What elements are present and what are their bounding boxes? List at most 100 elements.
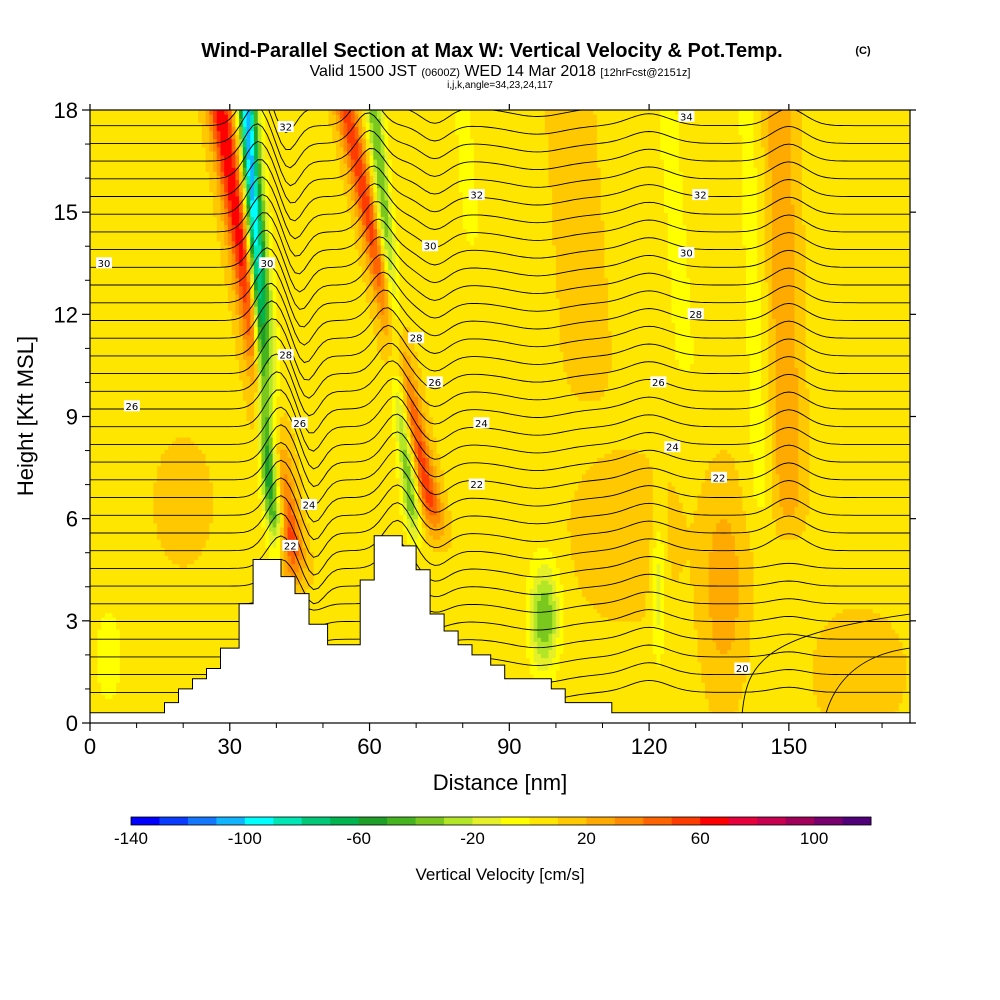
velocity-cell [768, 134, 792, 140]
velocity-cell [712, 543, 736, 548]
velocity-cell [227, 118, 233, 123]
velocity-cell [384, 257, 389, 262]
velocity-cell [380, 126, 386, 132]
velocity-cell [343, 154, 348, 160]
velocity-cell [801, 183, 910, 189]
velocity-cell [764, 159, 769, 164]
velocity-cell [891, 624, 910, 630]
velocity-cell [90, 257, 222, 262]
velocity-cell [261, 347, 270, 352]
velocity-cell [391, 326, 404, 332]
velocity-cell [757, 257, 766, 262]
velocity-cell [377, 347, 393, 352]
velocity-cell [555, 293, 609, 299]
velocity-cell [552, 682, 706, 687]
velocity-cell [198, 114, 207, 119]
velocity-cell [227, 253, 233, 258]
velocity-cell [257, 424, 263, 430]
velocity-cell [742, 203, 758, 209]
velocity-cell [432, 494, 438, 499]
velocity-cell [306, 502, 400, 508]
velocity-cell [377, 187, 382, 193]
velocity-cell [347, 142, 352, 148]
velocity-cell [582, 588, 650, 593]
velocity-cell [362, 228, 367, 234]
velocity-cell [380, 212, 389, 217]
velocity-cell [548, 579, 557, 585]
velocity-cell [358, 146, 363, 152]
velocity-cell [652, 485, 669, 491]
velocity-cell [257, 187, 263, 193]
velocity-cell [380, 318, 389, 324]
velocity-cell [365, 285, 374, 291]
velocity-cell [388, 216, 393, 221]
velocity-cell [391, 383, 400, 389]
velocity-cell [660, 126, 680, 132]
theta-contour [90, 282, 910, 346]
velocity-cell [541, 579, 550, 585]
velocity-cell [265, 490, 270, 495]
velocity-cell [227, 216, 233, 221]
velocity-cell [175, 436, 192, 442]
velocity-cell [391, 163, 460, 168]
velocity-cell [350, 118, 356, 123]
velocity-cell [559, 326, 609, 332]
velocity-cell [753, 592, 910, 597]
velocity-cell [213, 485, 259, 491]
velocity-cell [768, 359, 777, 364]
velocity-cell [362, 203, 371, 209]
velocity-cell [358, 248, 363, 254]
velocity-cell [746, 351, 762, 356]
velocity-cell [235, 118, 240, 123]
velocity-cell [268, 461, 274, 467]
theta-label-box [650, 376, 667, 388]
velocity-cell [399, 338, 415, 344]
velocity-cell [399, 457, 404, 463]
velocity-cell [764, 220, 773, 226]
velocity-cell [242, 396, 255, 401]
velocity-cell [298, 535, 304, 540]
velocity-cell [753, 494, 766, 499]
velocity-cell [649, 551, 654, 557]
velocity-cell [216, 134, 222, 140]
velocity-cell [347, 150, 352, 156]
velocity-cell [261, 293, 266, 299]
velocity-cell [652, 633, 665, 638]
velocity-cell [261, 273, 266, 279]
x-tick-label: 120 [631, 734, 668, 759]
velocity-cell [764, 216, 773, 221]
velocity-cell [418, 502, 423, 508]
colorbar-swatch [330, 817, 360, 825]
velocity-cell [760, 114, 769, 119]
theta-label: 34 [678, 110, 695, 123]
velocity-cell [555, 612, 561, 618]
velocity-cell [373, 273, 378, 279]
velocity-cell [444, 518, 453, 524]
velocity-cell [265, 167, 270, 172]
velocity-cell [570, 551, 650, 557]
velocity-cell [697, 649, 721, 655]
velocity-cell [686, 522, 691, 528]
velocity-cell [775, 465, 799, 471]
velocity-cell [362, 167, 367, 172]
velocity-cell [734, 629, 751, 634]
theta-contour [90, 300, 910, 364]
velocity-cell [444, 473, 583, 479]
velocity-cell [201, 130, 210, 136]
velocity-cell [652, 624, 665, 630]
velocity-cell [242, 293, 248, 299]
velocity-cell [391, 179, 460, 185]
velocity-cell [261, 232, 266, 238]
velocity-cell [652, 604, 658, 610]
theta-label: 32 [692, 189, 709, 202]
velocity-cell [254, 363, 259, 369]
velocity-cell [760, 314, 769, 320]
velocity-cell [90, 114, 199, 119]
velocity-cell [656, 543, 665, 548]
velocity-cell [790, 163, 803, 168]
velocity-cell [377, 244, 382, 250]
velocity-cell [529, 665, 538, 671]
velocity-cell [432, 465, 438, 471]
velocity-cell [257, 150, 263, 156]
velocity-cell [254, 359, 259, 364]
